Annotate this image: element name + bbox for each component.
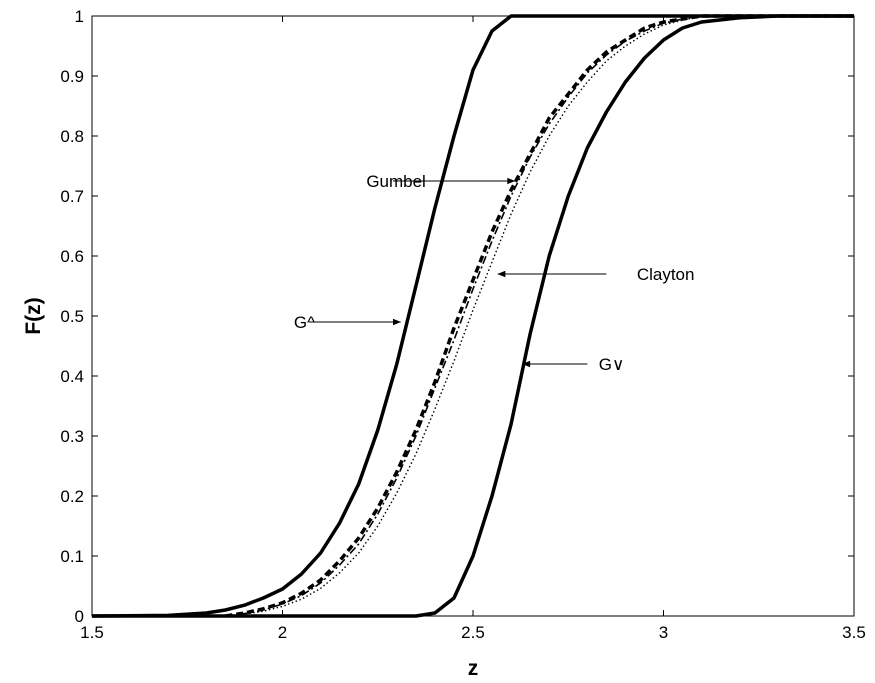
y-tick-label: 0.5 (60, 307, 84, 326)
y-axis-label: F(z) (22, 297, 45, 334)
y-tick-label: 0.9 (60, 67, 84, 86)
x-tick-label: 2.5 (461, 623, 485, 642)
x-tick-label: 3 (659, 623, 668, 642)
annotation-label: G∨ (599, 355, 625, 374)
annotation-label: G^ (294, 313, 315, 332)
x-axis-label: z (468, 657, 479, 680)
y-tick-label: 1 (75, 7, 84, 26)
y-tick-label: 0.2 (60, 487, 84, 506)
x-tick-label: 2 (278, 623, 287, 642)
annotation-label: Clayton (637, 265, 695, 284)
plot-background (92, 16, 854, 616)
y-tick-label: 0.3 (60, 427, 84, 446)
y-tick-label: 0 (75, 607, 84, 626)
y-tick-label: 0.8 (60, 127, 84, 146)
x-tick-label: 3.5 (842, 623, 866, 642)
y-tick-label: 0.6 (60, 247, 84, 266)
y-tick-label: 0.4 (60, 367, 84, 386)
annotation-label: Gumbel (366, 172, 426, 191)
y-tick-label: 0.7 (60, 187, 84, 206)
y-tick-label: 0.1 (60, 547, 84, 566)
